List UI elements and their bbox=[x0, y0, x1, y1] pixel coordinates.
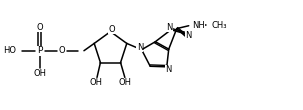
Text: O: O bbox=[108, 25, 115, 34]
Text: N: N bbox=[137, 43, 143, 52]
Text: N: N bbox=[165, 65, 171, 74]
Text: NH: NH bbox=[192, 21, 205, 30]
Text: OH: OH bbox=[33, 69, 46, 78]
Text: O: O bbox=[36, 23, 43, 32]
Text: O: O bbox=[59, 46, 65, 55]
Text: N: N bbox=[185, 31, 191, 40]
Text: CH₃: CH₃ bbox=[211, 21, 227, 30]
Text: N: N bbox=[166, 23, 172, 32]
Text: OH: OH bbox=[119, 78, 132, 87]
Text: P: P bbox=[37, 46, 42, 55]
Text: HO: HO bbox=[3, 46, 16, 55]
Text: OH: OH bbox=[90, 78, 103, 87]
